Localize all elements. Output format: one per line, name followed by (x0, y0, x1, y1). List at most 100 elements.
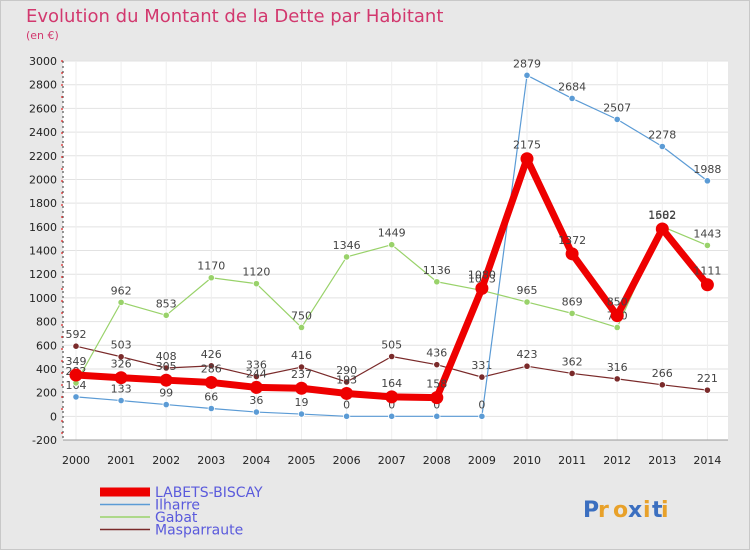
data-point-ilharre (703, 177, 712, 185)
data-point-ilharre (72, 393, 80, 401)
data-point-labets-biscay (610, 309, 624, 323)
data-label-gabat: 962 (111, 284, 132, 297)
data-point-masparraute (478, 373, 486, 381)
data-point-ilharre (342, 412, 351, 420)
data-point-labets-biscay (69, 368, 83, 382)
plot-area: -200020040060080010001200140016001800200… (29, 55, 728, 467)
data-point-masparraute (523, 362, 531, 370)
data-label-labets-biscay: 326 (111, 358, 132, 371)
data-label-masparraute: 336 (246, 359, 267, 372)
logo-letter: t (652, 498, 663, 523)
data-point-gabat (613, 323, 621, 332)
data-point-ilharre (568, 94, 576, 103)
logo-letter: r (598, 498, 609, 523)
data-point-masparraute (117, 353, 125, 361)
data-label-labets-biscay: 193 (336, 373, 357, 386)
data-label-gabat: 750 (291, 309, 312, 322)
y-tick-label: 2000 (29, 173, 57, 186)
data-point-gabat (252, 280, 260, 288)
proxiti-logo: Pr o x i ti (583, 498, 669, 523)
logo-letter: i (661, 498, 669, 523)
data-label-labets-biscay: 2175 (513, 139, 541, 152)
data-label-ilharre: 133 (111, 383, 132, 396)
data-label-masparraute: 221 (697, 372, 718, 385)
x-tick-label: 2007 (378, 454, 406, 467)
data-point-ilharre (658, 142, 666, 151)
data-label-gabat: 1120 (242, 266, 270, 279)
data-point-labets-biscay (430, 391, 444, 405)
y-tick-label: -200 (32, 434, 57, 447)
data-point-labets-biscay (700, 278, 714, 292)
data-label-ilharre: 2278 (648, 129, 676, 142)
data-label-gabat: 869 (562, 295, 583, 308)
logo-letter: x (628, 498, 642, 523)
chart-title: Evolution du Montant de la Dette par Hab… (26, 6, 443, 27)
y-tick-label: 2200 (29, 150, 57, 163)
data-label-masparraute: 426 (201, 348, 222, 361)
data-point-labets-biscay (475, 281, 489, 295)
x-tick-label: 2013 (648, 454, 676, 467)
data-point-masparraute (297, 363, 306, 371)
data-point-masparraute (433, 361, 441, 369)
data-point-ilharre (162, 400, 170, 409)
data-label-labets-biscay: 1080 (468, 268, 496, 281)
data-point-labets-biscay (385, 390, 399, 404)
legend-label-labets-biscay: LABETS-BISCAY (155, 485, 263, 501)
data-point-gabat (568, 309, 576, 317)
data-point-gabat (388, 241, 396, 249)
data-point-gabat (523, 298, 531, 306)
data-point-masparraute (162, 364, 170, 372)
data-label-labets-biscay: 286 (201, 362, 222, 375)
data-point-labets-biscay (340, 386, 354, 400)
legend-label-masparraute: Masparraute (155, 523, 243, 539)
data-label-gabat: 1346 (333, 239, 361, 252)
data-label-ilharre: 2879 (513, 57, 541, 70)
data-label-masparraute: 416 (291, 349, 312, 362)
data-point-gabat (703, 241, 712, 250)
x-tick-label: 2010 (513, 454, 541, 467)
legend-label-gabat: Gabat (155, 510, 198, 526)
data-point-ilharre (207, 404, 215, 413)
data-label-masparraute: 503 (111, 339, 132, 352)
y-tick-label: 800 (36, 316, 57, 329)
x-tick-label: 2000 (62, 454, 90, 467)
data-label-ilharre: 0 (343, 398, 350, 411)
x-tick-label: 2002 (152, 454, 180, 467)
y-tick-label: 1000 (29, 292, 57, 305)
data-label-ilharre: 0 (388, 398, 395, 411)
data-point-labets-biscay (520, 152, 534, 166)
data-label-masparraute: 266 (652, 367, 673, 380)
y-tick-label: 600 (36, 339, 57, 352)
data-label-labets-biscay: 349 (66, 355, 87, 368)
data-label-labets-biscay: 158 (426, 378, 447, 391)
data-label-masparraute: 505 (381, 339, 402, 352)
x-tick-label: 2011 (558, 454, 586, 467)
data-point-labets-biscay (295, 381, 308, 395)
data-point-gabat (117, 298, 125, 306)
data-label-gabat: 1602 (648, 209, 676, 222)
data-label-ilharre: 36 (249, 394, 263, 407)
data-label-ilharre: 0 (478, 398, 485, 411)
data-point-ilharre (252, 408, 260, 416)
y-tick-label: 2400 (29, 126, 57, 139)
data-label-masparraute: 316 (607, 361, 628, 374)
logo-letter: i (643, 498, 651, 523)
data-label-ilharre: 19 (295, 396, 309, 409)
data-point-masparraute (388, 352, 396, 361)
legend-label-ilharre: Ilharre (155, 498, 200, 514)
data-point-masparraute (658, 381, 666, 389)
x-tick-label: 2012 (603, 454, 631, 467)
x-tick-label: 2014 (693, 454, 721, 467)
data-label-labets-biscay: 237 (291, 368, 312, 381)
data-point-masparraute (703, 386, 712, 394)
data-point-gabat (342, 253, 351, 261)
data-label-labets-biscay: 305 (156, 360, 177, 373)
data-point-masparraute (252, 372, 260, 381)
y-tick-label: 1400 (29, 245, 57, 258)
x-tick-label: 2005 (288, 454, 316, 467)
data-point-masparraute (72, 342, 80, 350)
data-point-labets-biscay (655, 222, 669, 236)
y-tick-label: 1800 (29, 197, 57, 210)
